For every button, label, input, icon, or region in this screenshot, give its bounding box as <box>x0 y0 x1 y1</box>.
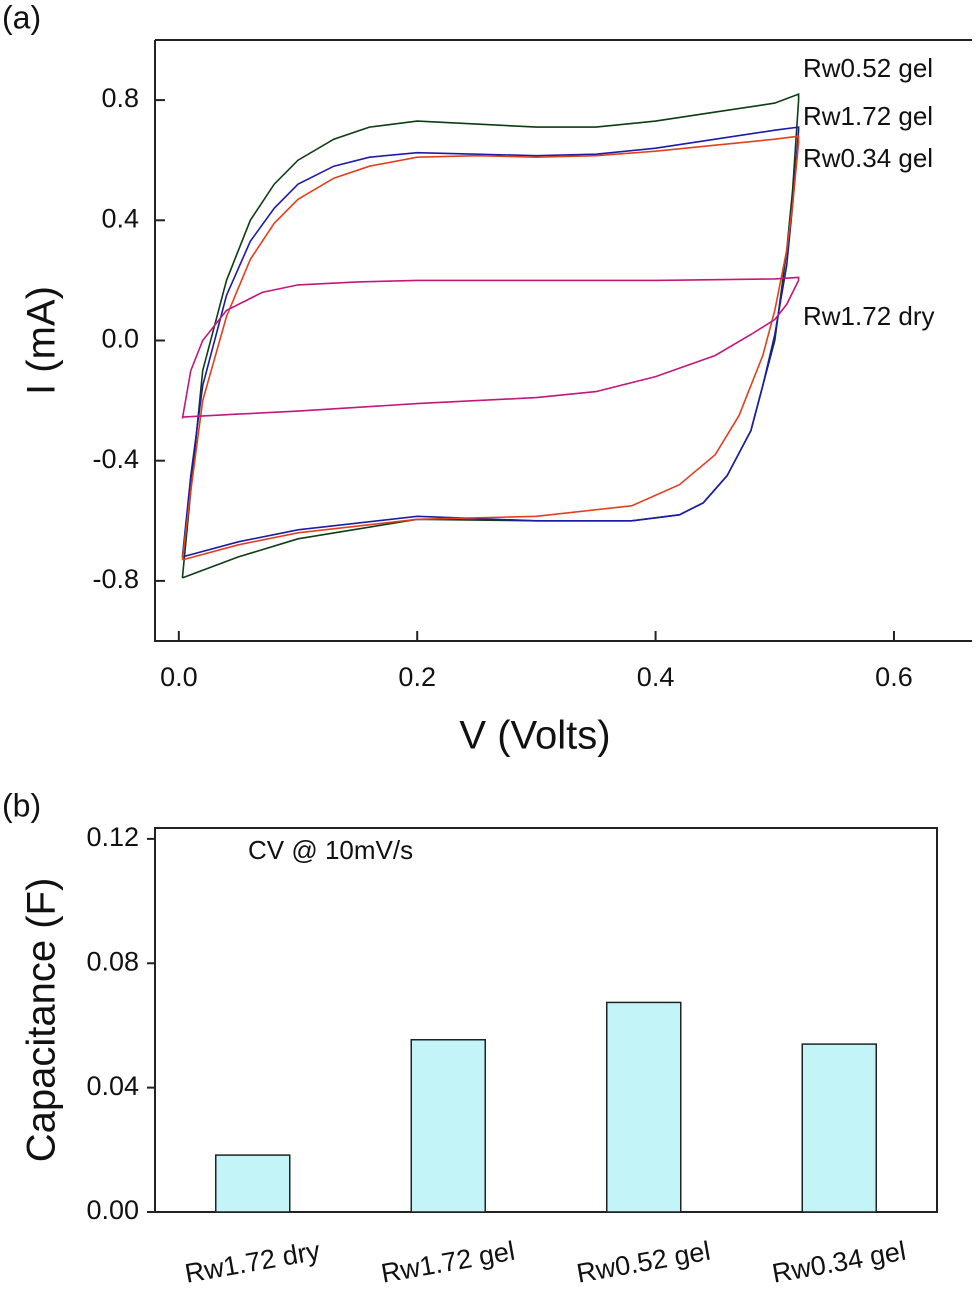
cv-curve <box>181 92 800 579</box>
bar <box>410 1038 486 1213</box>
y-tick-label: 0.12 <box>86 822 139 852</box>
x-tick-label: Rw0.34 gel <box>770 1236 908 1289</box>
y-tick-label: -0.4 <box>92 444 139 474</box>
series-label: Rw0.52 gel <box>803 53 933 83</box>
y-tick-label: 0.08 <box>86 946 139 976</box>
x-tick-label: Rw0.52 gel <box>574 1236 712 1289</box>
panel-label: (b) <box>2 787 41 823</box>
bar <box>215 1154 291 1213</box>
x-tick-label: Rw1.72 dry <box>183 1235 323 1288</box>
y-tick-label: 0.00 <box>86 1195 139 1225</box>
x-tick-label: 0.6 <box>875 662 913 692</box>
bar <box>801 1043 877 1213</box>
cv-curve <box>181 126 800 558</box>
y-tick-label: 0.4 <box>101 203 139 233</box>
panel-label: (a) <box>2 0 41 35</box>
y-tick-label: 0.0 <box>101 324 139 354</box>
y-tick-label: 0.8 <box>101 83 139 113</box>
cv-curve <box>181 276 800 419</box>
y-axis-title: Capacitance (F) <box>20 878 64 1163</box>
series-label: Rw1.72 dry <box>803 301 935 331</box>
axis-frame <box>154 827 938 1213</box>
y-tick-label: -0.8 <box>92 564 139 594</box>
x-axis-title: V (Volts) <box>459 714 610 758</box>
y-axis-title: I (mA) <box>20 286 64 395</box>
bar <box>606 1001 682 1213</box>
y-tick-label: 0.04 <box>86 1071 139 1101</box>
annotation: CV @ 10mV/s <box>248 835 413 865</box>
x-tick-label: 0.2 <box>398 662 436 692</box>
axis-frame <box>154 39 972 642</box>
series-label: Rw1.72 gel <box>803 101 933 131</box>
x-tick-label: 0.0 <box>160 662 198 692</box>
series-label: Rw0.34 gel <box>803 143 933 173</box>
x-tick-label: 0.4 <box>637 662 675 692</box>
x-tick-label: Rw1.72 gel <box>379 1236 517 1289</box>
cv-curve <box>181 135 800 561</box>
